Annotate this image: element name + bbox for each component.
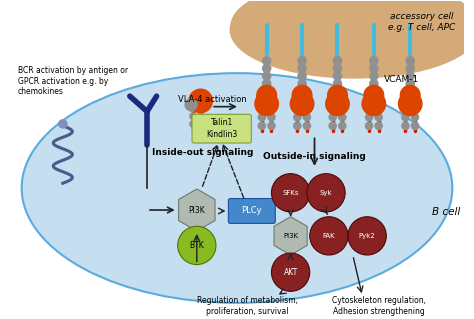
Circle shape (364, 85, 384, 106)
Circle shape (297, 63, 307, 73)
FancyBboxPatch shape (228, 198, 275, 223)
FancyBboxPatch shape (192, 114, 251, 143)
Ellipse shape (231, 0, 474, 71)
Circle shape (365, 104, 374, 113)
Text: Talin1
Kindlin3: Talin1 Kindlin3 (206, 118, 237, 139)
Circle shape (197, 120, 204, 128)
Circle shape (369, 71, 379, 81)
Circle shape (293, 122, 301, 130)
Text: FAK: FAK (323, 233, 335, 239)
Text: BCR activation by antigen or
GPCR activation e.g. by
chemokines: BCR activation by antigen or GPCR activa… (18, 66, 128, 96)
Circle shape (348, 217, 386, 255)
Text: Cytoskeleton regulation,
Adhesion strengthening: Cytoskeleton regulation, Adhesion streng… (332, 296, 426, 315)
Text: VCAM-1: VCAM-1 (383, 75, 419, 84)
Circle shape (262, 56, 272, 65)
Circle shape (333, 79, 342, 88)
Text: Inside-out signaling: Inside-out signaling (152, 148, 253, 157)
Circle shape (369, 79, 379, 88)
Circle shape (197, 105, 204, 112)
Circle shape (189, 112, 197, 120)
Circle shape (262, 79, 272, 88)
Circle shape (338, 104, 346, 113)
Circle shape (365, 113, 374, 122)
Circle shape (374, 122, 383, 130)
Circle shape (310, 217, 348, 255)
Circle shape (400, 85, 421, 106)
Circle shape (365, 122, 374, 130)
Text: SFKs: SFKs (283, 190, 299, 196)
Circle shape (328, 104, 337, 113)
Circle shape (405, 63, 415, 73)
Circle shape (178, 226, 216, 264)
Text: BTK: BTK (190, 241, 204, 250)
Circle shape (410, 104, 419, 113)
Circle shape (302, 113, 311, 122)
Circle shape (333, 63, 342, 73)
Circle shape (410, 113, 419, 122)
Circle shape (297, 79, 307, 88)
Circle shape (328, 113, 337, 122)
Circle shape (401, 113, 410, 122)
Circle shape (272, 253, 310, 291)
Circle shape (257, 113, 266, 122)
Text: VLA-4 activation: VLA-4 activation (178, 95, 246, 104)
Circle shape (369, 56, 379, 65)
Circle shape (262, 63, 272, 73)
Circle shape (302, 104, 311, 113)
Circle shape (307, 174, 345, 212)
Circle shape (338, 113, 346, 122)
Circle shape (197, 112, 204, 120)
Text: AKT: AKT (283, 268, 298, 277)
Circle shape (188, 88, 213, 113)
Circle shape (293, 104, 301, 113)
Circle shape (257, 104, 266, 113)
Circle shape (374, 104, 383, 113)
Circle shape (292, 85, 313, 106)
Ellipse shape (22, 73, 452, 303)
Circle shape (189, 120, 197, 128)
Circle shape (401, 122, 410, 130)
Circle shape (374, 113, 383, 122)
Circle shape (297, 71, 307, 81)
Text: Pyk2: Pyk2 (359, 233, 375, 239)
Ellipse shape (230, 0, 474, 78)
Text: Syk: Syk (319, 190, 332, 196)
Circle shape (325, 91, 350, 116)
Circle shape (58, 119, 68, 129)
Circle shape (405, 79, 415, 88)
Circle shape (184, 98, 198, 111)
Circle shape (401, 104, 410, 113)
Circle shape (327, 85, 348, 106)
Circle shape (369, 63, 379, 73)
Text: Regulation of metabolism,
proliferation, survival: Regulation of metabolism, proliferation,… (197, 296, 298, 315)
Circle shape (262, 71, 272, 81)
Circle shape (267, 104, 276, 113)
Text: PI3K: PI3K (283, 233, 298, 239)
Circle shape (267, 113, 276, 122)
Circle shape (405, 56, 415, 65)
Circle shape (333, 71, 342, 81)
Circle shape (256, 85, 277, 106)
Circle shape (328, 122, 337, 130)
Circle shape (297, 56, 307, 65)
Text: PI3K: PI3K (189, 205, 205, 214)
Circle shape (257, 122, 266, 130)
Text: PLCy: PLCy (241, 206, 262, 215)
Text: Outside-in signaling: Outside-in signaling (263, 152, 366, 161)
Circle shape (410, 122, 419, 130)
Circle shape (189, 105, 197, 112)
Circle shape (361, 91, 386, 116)
Circle shape (267, 122, 276, 130)
Circle shape (293, 113, 301, 122)
Text: B cell: B cell (431, 207, 460, 217)
Circle shape (272, 174, 310, 212)
Circle shape (254, 91, 279, 116)
Circle shape (290, 91, 315, 116)
Circle shape (398, 91, 423, 116)
Circle shape (302, 122, 311, 130)
Circle shape (333, 56, 342, 65)
Text: accessory cell
e.g. T cell, APC: accessory cell e.g. T cell, APC (388, 12, 456, 33)
Circle shape (405, 71, 415, 81)
Circle shape (338, 122, 346, 130)
